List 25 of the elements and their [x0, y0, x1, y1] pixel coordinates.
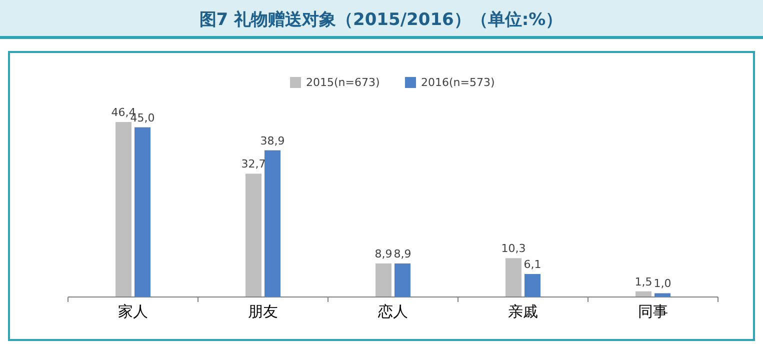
x-tick-label: 家人 — [118, 304, 148, 320]
data-label: 1,0 — [654, 277, 672, 290]
x-tick-label: 朋友 — [248, 304, 278, 320]
chart-title: 图7 礼物赠送对象（2015/2016）（单位:%） — [199, 10, 563, 30]
bar — [264, 150, 280, 297]
bar — [134, 127, 150, 297]
data-label: 10,3 — [501, 242, 526, 256]
x-tick-label: 亲戚 — [508, 304, 538, 320]
x-tick-label: 恋人 — [377, 304, 408, 320]
bar — [654, 293, 670, 297]
legend-label: 2016(n=573) — [421, 76, 495, 89]
data-label: 32,7 — [241, 158, 266, 171]
bar — [506, 258, 522, 297]
bar — [376, 263, 392, 297]
bar — [394, 263, 410, 297]
data-label: 38,9 — [260, 134, 285, 148]
data-label: 6,1 — [524, 258, 542, 271]
data-label: 8,9 — [394, 247, 412, 260]
data-label: 1,5 — [634, 275, 652, 288]
legend-label: 2015(n=673) — [306, 76, 380, 89]
bar — [116, 122, 132, 297]
bar — [246, 174, 262, 297]
x-tick-label: 同事 — [638, 304, 668, 320]
bar — [524, 274, 540, 297]
data-label: 8,9 — [374, 247, 392, 260]
